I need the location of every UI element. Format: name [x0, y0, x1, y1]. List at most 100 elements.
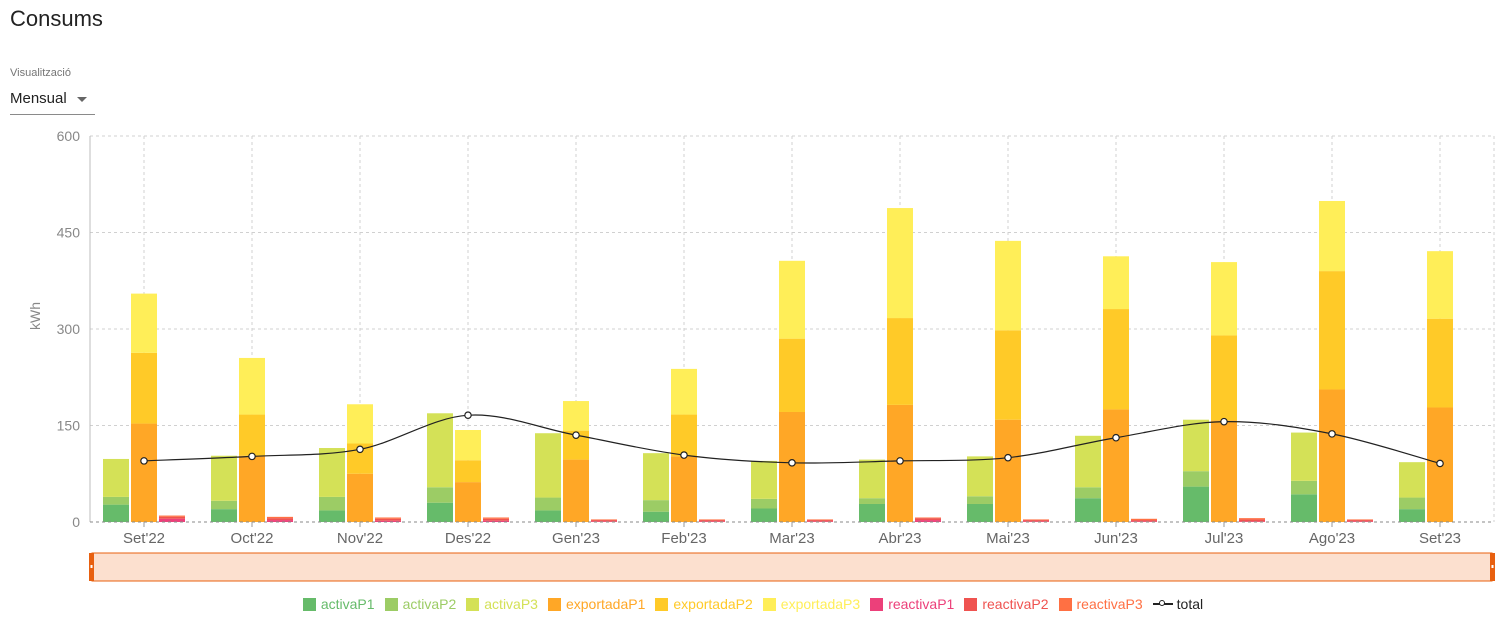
- bar-reactivaP1-8[interactable]: [1023, 521, 1049, 522]
- bar-exportadaP2-12[interactable]: [1427, 318, 1453, 408]
- legend-item-total[interactable]: total: [1152, 596, 1203, 612]
- bar-activaP3-4[interactable]: [535, 433, 561, 498]
- bar-activaP3-6[interactable]: [751, 460, 777, 499]
- legend-item-exportadaP1[interactable]: exportadaP1: [547, 596, 645, 612]
- bar-activaP1-0[interactable]: [103, 504, 129, 522]
- total-point-2[interactable]: [356, 445, 364, 454]
- bar-activaP1-4[interactable]: [535, 510, 561, 522]
- bar-reactivaP3-1[interactable]: [267, 516, 293, 519]
- bar-exportadaP1-5[interactable]: [671, 456, 697, 522]
- bar-exportadaP1-6[interactable]: [779, 411, 805, 522]
- bar-reactivaP3-7[interactable]: [915, 517, 941, 519]
- bar-reactivaP2-3[interactable]: [483, 518, 509, 521]
- bar-reactivaP1-7[interactable]: [915, 520, 941, 522]
- bar-reactivaP1-2[interactable]: [375, 520, 401, 522]
- bar-reactivaP1-10[interactable]: [1239, 521, 1265, 522]
- bar-exportadaP2-7[interactable]: [887, 318, 913, 405]
- bar-reactivaP3-6[interactable]: [807, 519, 833, 521]
- visualization-select[interactable]: Mensual: [10, 88, 95, 115]
- bar-exportadaP2-11[interactable]: [1319, 271, 1345, 390]
- bar-activaP2-7[interactable]: [859, 498, 885, 504]
- bar-exportadaP1-8[interactable]: [995, 419, 1021, 522]
- bar-reactivaP3-2[interactable]: [375, 517, 401, 519]
- bar-reactivaP3-4[interactable]: [591, 519, 617, 521]
- bar-exportadaP2-5[interactable]: [671, 414, 697, 457]
- total-point-4[interactable]: [572, 431, 580, 439]
- bar-exportadaP3-11[interactable]: [1319, 200, 1345, 272]
- bar-activaP1-7[interactable]: [859, 503, 885, 522]
- bar-activaP3-11[interactable]: [1291, 432, 1317, 481]
- bar-activaP2-1[interactable]: [211, 500, 237, 510]
- bar-reactivaP2-10[interactable]: [1239, 519, 1265, 522]
- bar-activaP3-7[interactable]: [859, 459, 885, 499]
- total-point-5[interactable]: [680, 451, 688, 459]
- bar-exportadaP1-3[interactable]: [455, 482, 481, 522]
- bar-exportadaP3-3[interactable]: [455, 430, 481, 461]
- bar-reactivaP2-0[interactable]: [159, 516, 185, 519]
- bar-reactivaP3-0[interactable]: [159, 515, 185, 517]
- total-point-1[interactable]: [248, 452, 256, 461]
- bar-activaP2-3[interactable]: [427, 487, 453, 503]
- bar-exportadaP2-0[interactable]: [131, 352, 157, 424]
- bar-reactivaP1-6[interactable]: [807, 521, 833, 522]
- bar-reactivaP1-5[interactable]: [699, 521, 725, 522]
- bar-exportadaP3-4[interactable]: [563, 401, 589, 431]
- bar-reactivaP3-8[interactable]: [1023, 519, 1049, 521]
- bar-exportadaP3-7[interactable]: [887, 208, 913, 319]
- bar-reactivaP1-1[interactable]: [267, 520, 293, 522]
- bar-activaP2-12[interactable]: [1399, 497, 1425, 510]
- bar-exportadaP2-3[interactable]: [455, 460, 481, 483]
- bar-reactivaP2-11[interactable]: [1347, 520, 1373, 522]
- bar-exportadaP3-12[interactable]: [1427, 251, 1453, 319]
- total-point-10[interactable]: [1220, 417, 1228, 426]
- bar-exportadaP2-8[interactable]: [995, 330, 1021, 420]
- total-point-3[interactable]: [464, 411, 472, 420]
- legend-item-reactivaP1[interactable]: reactivaP1: [870, 596, 954, 612]
- bar-exportadaP1-4[interactable]: [563, 459, 589, 522]
- bar-activaP1-3[interactable]: [427, 502, 453, 522]
- legend-item-reactivaP3[interactable]: reactivaP3: [1058, 596, 1143, 612]
- bar-activaP3-0[interactable]: [103, 458, 129, 497]
- bar-activaP1-6[interactable]: [751, 508, 777, 522]
- bar-exportadaP3-0[interactable]: [131, 293, 157, 353]
- bar-reactivaP2-7[interactable]: [915, 518, 941, 521]
- bar-activaP3-1[interactable]: [211, 455, 237, 501]
- bar-activaP3-8[interactable]: [967, 456, 993, 497]
- total-point-12[interactable]: [1436, 459, 1444, 468]
- bar-exportadaP3-9[interactable]: [1103, 256, 1129, 310]
- bar-exportadaP1-0[interactable]: [131, 423, 157, 522]
- legend-item-activaP1[interactable]: activaP1: [302, 596, 375, 612]
- total-point-11[interactable]: [1328, 430, 1336, 438]
- bar-reactivaP2-1[interactable]: [267, 518, 293, 521]
- bar-activaP2-10[interactable]: [1183, 471, 1209, 487]
- bar-exportadaP2-1[interactable]: [239, 414, 265, 456]
- bar-reactivaP2-9[interactable]: [1131, 520, 1157, 522]
- bar-exportadaP2-10[interactable]: [1211, 335, 1237, 421]
- legend-item-activaP3[interactable]: activaP3: [466, 596, 538, 612]
- bar-reactivaP3-9[interactable]: [1131, 518, 1157, 521]
- bar-activaP1-11[interactable]: [1291, 494, 1317, 522]
- bar-activaP1-1[interactable]: [211, 509, 237, 522]
- total-point-6[interactable]: [788, 459, 796, 467]
- bar-exportadaP3-5[interactable]: [671, 368, 697, 415]
- bar-activaP1-9[interactable]: [1075, 498, 1101, 522]
- bar-exportadaP1-10[interactable]: [1211, 420, 1237, 522]
- bar-activaP3-2[interactable]: [319, 448, 345, 497]
- total-point-8[interactable]: [1004, 453, 1012, 462]
- total-point-9[interactable]: [1112, 433, 1120, 442]
- bar-activaP3-3[interactable]: [427, 413, 453, 488]
- bar-exportadaP2-9[interactable]: [1103, 309, 1129, 410]
- bar-reactivaP2-4[interactable]: [591, 520, 617, 522]
- bar-exportadaP2-6[interactable]: [779, 338, 805, 412]
- bar-activaP1-10[interactable]: [1183, 486, 1209, 522]
- bar-activaP3-5[interactable]: [643, 453, 669, 501]
- bar-reactivaP3-10[interactable]: [1239, 518, 1265, 520]
- bar-exportadaP1-11[interactable]: [1319, 389, 1345, 522]
- bar-activaP2-9[interactable]: [1075, 487, 1101, 499]
- bar-activaP3-12[interactable]: [1399, 462, 1425, 498]
- bar-exportadaP3-2[interactable]: [347, 404, 373, 444]
- bar-reactivaP1-11[interactable]: [1347, 521, 1373, 522]
- bar-activaP2-11[interactable]: [1291, 480, 1317, 495]
- bar-activaP2-8[interactable]: [967, 496, 993, 504]
- bar-exportadaP3-10[interactable]: [1211, 262, 1237, 336]
